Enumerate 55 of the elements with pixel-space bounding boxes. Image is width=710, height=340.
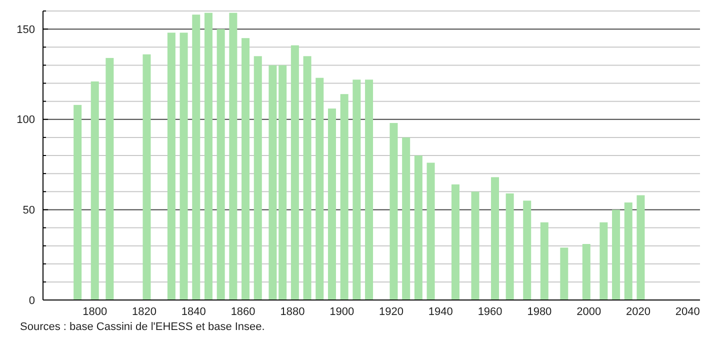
bar <box>560 248 568 300</box>
bar <box>340 94 348 300</box>
bar <box>74 104 82 300</box>
bar <box>624 202 632 300</box>
bar <box>216 29 225 300</box>
y-tick-label: 100 <box>16 114 35 126</box>
bar <box>365 80 374 300</box>
bar <box>471 192 480 300</box>
bar <box>540 222 548 300</box>
x-tick-label: 1820 <box>132 306 157 318</box>
bar <box>390 122 398 300</box>
x-tick-label: 1900 <box>330 306 354 318</box>
x-tick-label: 2020 <box>626 306 650 318</box>
bar <box>204 12 212 300</box>
bar <box>426 162 435 300</box>
y-tick-label: 0 <box>28 294 35 307</box>
y-tick-label: 50 <box>22 204 35 217</box>
bar <box>328 108 336 300</box>
x-tick-label: 2000 <box>576 306 602 318</box>
bar <box>192 14 200 300</box>
y-tick-label: 150 <box>16 24 35 36</box>
bar <box>268 65 277 300</box>
bar <box>636 195 645 300</box>
bar <box>612 210 620 300</box>
x-tick-label: 2040 <box>675 306 700 318</box>
x-tick-label: 1880 <box>280 306 305 318</box>
source-note: Sources : base Cassini de l'EHESS et base Insee. <box>20 321 265 333</box>
bar <box>229 12 238 300</box>
bar <box>352 80 361 300</box>
bar <box>180 32 188 300</box>
bar <box>142 54 151 300</box>
bar <box>290 45 299 300</box>
bar <box>451 184 460 300</box>
bar <box>506 193 514 300</box>
bar <box>600 222 608 300</box>
bar <box>582 244 590 300</box>
x-tick-label: 1800 <box>82 306 108 318</box>
x-tick-label: 1840 <box>181 306 206 318</box>
bar <box>402 137 410 300</box>
x-tick-label: 1920 <box>379 306 404 318</box>
bar <box>242 38 250 300</box>
x-tick-label: 1980 <box>527 306 552 318</box>
bar <box>490 177 499 300</box>
bar <box>167 32 176 300</box>
bar <box>254 56 262 300</box>
bar <box>278 65 287 300</box>
bar <box>106 58 114 300</box>
bar <box>90 81 99 300</box>
bar <box>316 78 324 300</box>
bar <box>303 56 312 300</box>
bar <box>523 200 532 300</box>
x-tick-label: 1960 <box>478 306 502 318</box>
x-tick-label: 1860 <box>230 306 256 318</box>
bar <box>414 156 422 300</box>
x-tick-label: 1940 <box>428 306 453 318</box>
